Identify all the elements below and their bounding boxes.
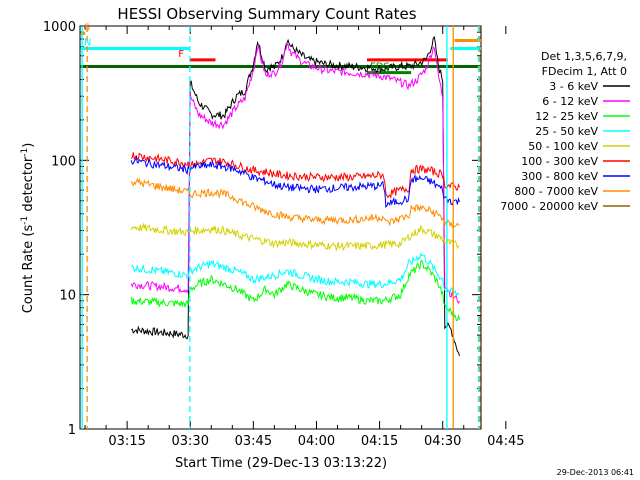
chart-title: HESSI Observing Summary Count Rates: [117, 5, 416, 23]
legend-entry-label: 12 - 25 keV: [535, 110, 598, 123]
legend-entry-label: 3 - 6 keV: [549, 80, 598, 93]
y-tick-label: 1: [68, 423, 76, 438]
series-line: [130, 177, 460, 229]
flag-label: F: [178, 49, 184, 60]
legend-entry-label: 6 - 12 keV: [542, 95, 598, 108]
series-line: [130, 152, 460, 200]
series-line: [130, 222, 460, 252]
x-tick-label: 03:15: [108, 434, 145, 449]
series-line: [130, 43, 460, 304]
y-axis-label-mid: detector: [21, 156, 36, 216]
plot-area: [79, 25, 482, 430]
legend-entry-label: 7000 - 20000 keV: [500, 200, 598, 213]
y-axis-label-sup1: -1: [20, 216, 30, 225]
x-tick-label: 04:45: [487, 434, 524, 449]
y-tick-label: 100: [51, 154, 76, 169]
legend-entry-label: 100 - 300 keV: [521, 155, 598, 168]
series-line: [131, 35, 460, 357]
flag-label: S: [84, 22, 90, 33]
y-axis-label-main: Count Rate (s: [21, 225, 36, 314]
legend-header: Det 1,3,5,6,7,9,: [541, 50, 627, 63]
legend-entry-label: 25 - 50 keV: [535, 125, 598, 138]
x-axis-label: Start Time (29-Dec-13 03:13:22): [175, 456, 387, 471]
legend-entry-label: 300 - 800 keV: [521, 170, 598, 183]
series-line: [130, 259, 460, 322]
x-tick-label: 03:45: [235, 434, 272, 449]
legend-entry-label: 800 - 7000 keV: [514, 185, 598, 198]
plot-frame: [79, 25, 482, 430]
series-line: [130, 155, 460, 209]
series-line: [130, 252, 460, 297]
y-axis-label-end: ): [21, 143, 36, 148]
legend-header: FDecim 1, Att 0: [542, 65, 627, 78]
flag-label: FDS: [370, 62, 390, 73]
plot-timestamp: 29-Dec-2013 06:41: [557, 468, 634, 477]
y-axis-label-sup2: -1: [20, 148, 30, 157]
legend-entry-label: 50 - 100 keV: [528, 140, 598, 153]
x-tick-label: 04:15: [361, 434, 398, 449]
x-tick-label: 04:00: [298, 434, 335, 449]
y-axis-label: Count Rate (s-1 detector-1): [20, 143, 36, 314]
x-tick-label: 03:30: [172, 434, 209, 449]
y-tick-label: 10: [59, 289, 76, 304]
y-tick-label: 1000: [43, 20, 76, 35]
x-tick-label: 04:30: [424, 434, 461, 449]
flag-label: N: [84, 37, 91, 48]
